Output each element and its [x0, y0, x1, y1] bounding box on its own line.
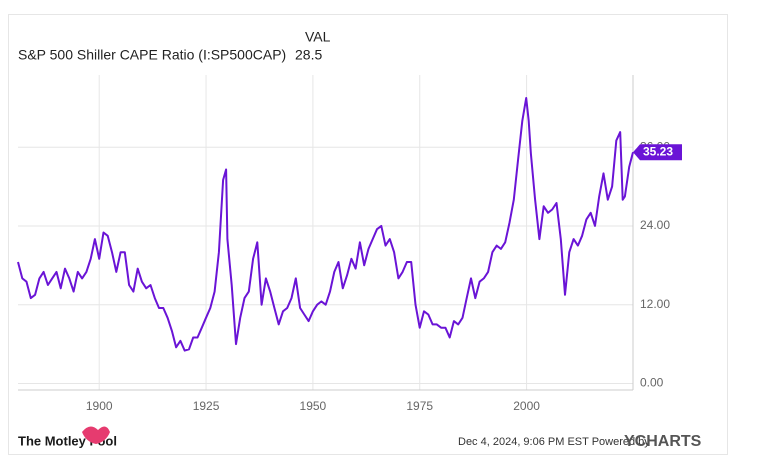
- logo-icon: [82, 426, 110, 444]
- x-tick-label: 2000: [513, 399, 540, 413]
- legend-value: 28.5: [295, 47, 322, 63]
- last-value-badge: [633, 144, 682, 161]
- footer: The Motley Fool Dec 4, 2024, 9:06 PM EST…: [18, 426, 702, 450]
- x-tick-label: 1925: [193, 399, 220, 413]
- x-tick-label: 1950: [300, 399, 327, 413]
- timestamp: Dec 4, 2024, 9:06 PM EST Powered by: [458, 436, 650, 448]
- x-tick-label: 1975: [406, 399, 433, 413]
- y-tick-label: 12.00: [640, 297, 670, 311]
- series-line: [17, 97, 634, 352]
- provider: YCHARTS: [624, 433, 702, 450]
- x-tick-label: 1900: [86, 399, 113, 413]
- frame: [8, 14, 728, 455]
- value-header: VAL: [305, 29, 331, 45]
- legend-name: S&P 500 Shiller CAPE Ratio (I:SP500CAP): [18, 47, 286, 63]
- y-tick-label: 24.00: [640, 218, 670, 232]
- last-value-label: 35.23: [643, 144, 673, 158]
- y-tick-label: 0.00: [640, 376, 664, 390]
